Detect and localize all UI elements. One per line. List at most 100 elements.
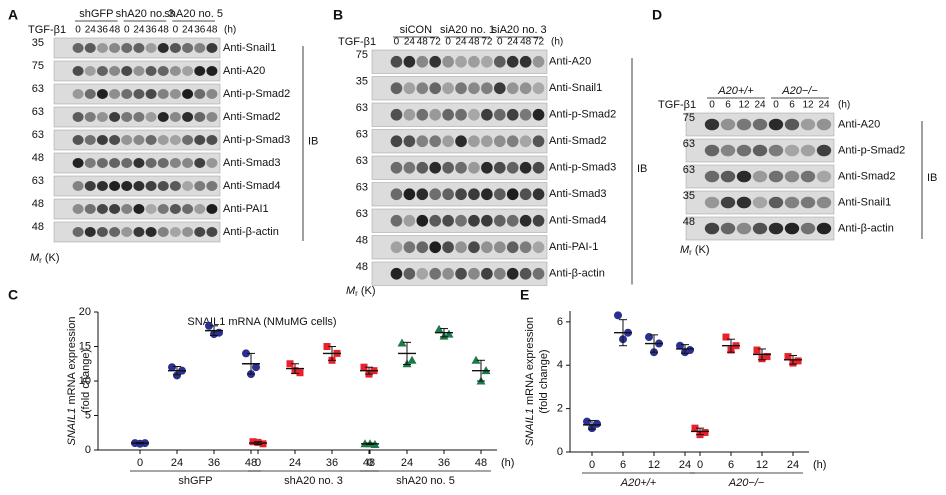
blot-band	[133, 89, 145, 99]
data-point	[360, 363, 368, 371]
time-label: 48	[158, 25, 170, 36]
blot-band	[390, 82, 403, 95]
x-tick-label: 0	[367, 457, 373, 469]
blot-band	[96, 66, 108, 76]
time-label: 36	[194, 25, 206, 36]
time-label: 0	[497, 37, 503, 48]
x-unit-label: (h)	[813, 459, 826, 471]
blot-band	[133, 43, 145, 53]
blot-band	[429, 108, 442, 121]
data-point	[794, 357, 802, 365]
ib-label: IB	[927, 172, 937, 184]
blot-band	[481, 55, 493, 68]
mr-symbol: M	[346, 285, 356, 297]
blot-band	[416, 267, 429, 280]
time-label: 0	[445, 37, 451, 48]
panel-letter: C	[8, 287, 18, 303]
blot-band	[133, 135, 145, 145]
blot-band	[206, 204, 218, 214]
blot-band	[506, 161, 519, 174]
blot-band	[519, 82, 532, 95]
x-unit-label: (h)	[501, 457, 514, 469]
antibody-label: Anti-Smad3	[549, 188, 606, 200]
panel-letter: E	[520, 287, 529, 303]
y-axis-unit: (fold change)	[80, 349, 92, 413]
blot-band	[182, 135, 194, 145]
blot-band	[455, 267, 467, 280]
blot-band	[816, 170, 832, 183]
blot-band	[442, 55, 454, 68]
data-point	[753, 346, 761, 354]
antibody-label: Anti-p-Smad2	[838, 144, 905, 156]
data-point	[249, 438, 257, 446]
mw-label: 63	[356, 155, 368, 167]
blot-band	[194, 227, 206, 237]
blot-band	[169, 158, 181, 168]
blot-band	[194, 112, 206, 122]
antibody-label: Anti-A20	[549, 56, 591, 68]
mw-label: 48	[32, 152, 44, 164]
blot-band	[157, 204, 169, 214]
panel-letter: A	[8, 7, 18, 23]
blot-band	[182, 112, 194, 122]
data-point	[434, 324, 444, 333]
mw-label: 63	[356, 128, 368, 140]
x-tick-label: 6	[728, 459, 734, 471]
blot-band	[429, 267, 442, 280]
blot-band	[800, 144, 816, 157]
blot-band	[532, 214, 545, 227]
blot-band	[429, 188, 442, 201]
blot-band	[169, 204, 181, 214]
blot-band	[96, 135, 108, 145]
blot-band	[468, 241, 480, 254]
blot-band	[182, 181, 194, 191]
blot-band	[493, 188, 506, 201]
blot-band	[403, 82, 416, 95]
blot-band	[206, 43, 218, 53]
group-label: A20−/−	[781, 85, 818, 97]
x-tick-label: 36	[326, 457, 338, 469]
unit-label: (h)	[224, 25, 236, 36]
blot-band	[816, 196, 832, 209]
y-axis-label: SNAIL1 mRNA expression	[524, 317, 536, 446]
blot-band	[455, 82, 467, 95]
group-label: shA20 no. 5	[164, 8, 223, 20]
blot-band	[416, 135, 429, 148]
blot-band	[194, 89, 206, 99]
mr-unit: (K)	[695, 244, 710, 256]
x-tick-label: 0	[255, 457, 261, 469]
data-point	[645, 333, 653, 342]
blot-band	[800, 222, 816, 235]
group-label: shA20 no. 5	[396, 475, 455, 487]
antibody-label: Anti-A20	[223, 65, 265, 77]
blot-band	[442, 214, 454, 227]
unit-label: (h)	[838, 100, 850, 111]
time-label: 24	[754, 100, 766, 111]
blot-band	[390, 214, 403, 227]
blot-band	[468, 55, 480, 68]
blot-band	[157, 135, 169, 145]
data-point	[205, 321, 213, 330]
x-tick-label: 24	[679, 459, 691, 471]
blot-band	[182, 158, 194, 168]
blot-band	[455, 241, 467, 254]
mr-label: Mr (K)	[346, 285, 376, 298]
blot-band	[481, 161, 493, 174]
blot-band	[109, 66, 121, 76]
blot-band	[442, 82, 454, 95]
blot-band	[416, 55, 429, 68]
blot-band	[72, 227, 84, 237]
blot-band	[72, 66, 84, 76]
mr-label: Mr (K)	[30, 252, 60, 265]
antibody-label: Anti-Snail1	[223, 42, 276, 54]
blot-band	[519, 135, 532, 148]
blot-band	[109, 181, 121, 191]
blot-band	[481, 214, 493, 227]
blot-band	[206, 227, 218, 237]
mr-label: Mr (K)	[680, 244, 710, 257]
blot-band	[720, 118, 736, 131]
blot-band	[468, 267, 480, 280]
blot-band	[768, 144, 784, 157]
blot-band	[157, 112, 169, 122]
blot-band	[84, 43, 96, 53]
